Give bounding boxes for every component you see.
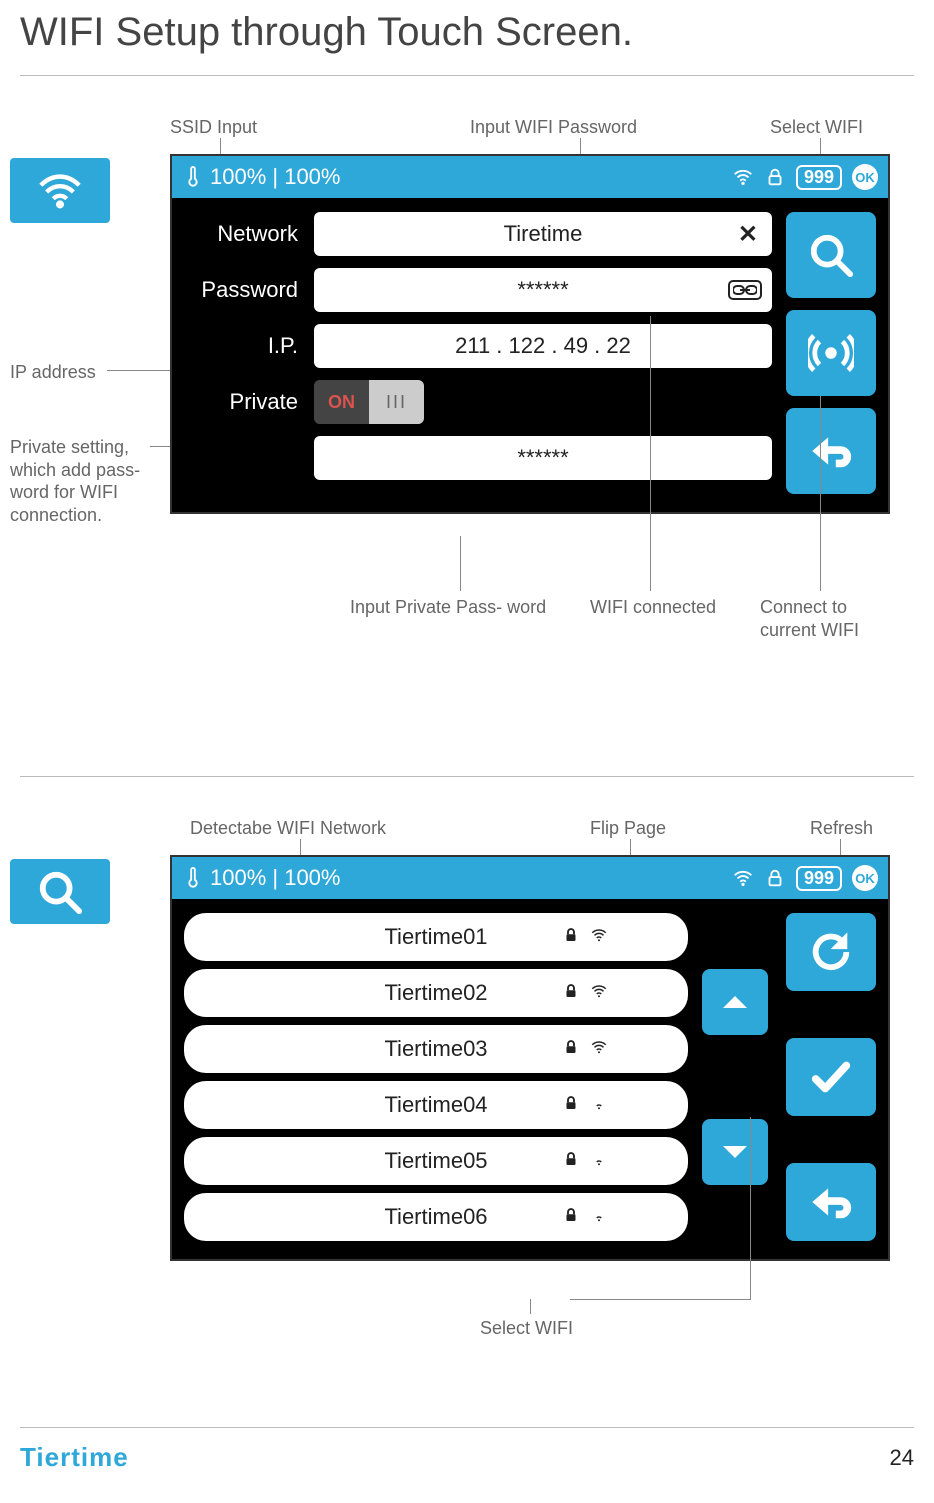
temp-icon xyxy=(182,867,204,889)
label-password: Password xyxy=(184,277,304,303)
network-item[interactable]: Tiertime01 xyxy=(184,913,688,961)
label-private: Private xyxy=(184,389,304,415)
lock-icon xyxy=(562,1036,580,1062)
page-up-button[interactable] xyxy=(702,969,768,1035)
network-item[interactable]: Tiertime04 xyxy=(184,1081,688,1129)
topbar-counter: 999 xyxy=(796,165,842,190)
topbar: 100% | 100% 999 OK xyxy=(172,857,888,899)
check-icon xyxy=(808,1054,854,1100)
anno-refresh: Refresh xyxy=(810,817,873,840)
signal-icon xyxy=(590,980,608,1006)
signal-icon xyxy=(590,924,608,950)
wifi-connected-icon xyxy=(728,280,762,300)
back-arrow-icon xyxy=(808,428,854,474)
network-item[interactable]: Tiertime06 xyxy=(184,1193,688,1241)
topbar-left-text: 100% | 100% xyxy=(210,865,340,891)
refresh-icon xyxy=(808,929,854,975)
lock-icon xyxy=(562,980,580,1006)
back-button[interactable] xyxy=(786,408,876,494)
anno-detectable: Detectabe WIFI Network xyxy=(190,817,386,840)
select-wifi-button[interactable] xyxy=(786,1038,876,1116)
lock-icon xyxy=(562,1148,580,1174)
wifi-status-icon xyxy=(732,166,754,188)
network-item[interactable]: Tiertime02 xyxy=(184,969,688,1017)
network-name: Tiertime06 xyxy=(184,1204,688,1230)
network-name: Tiertime04 xyxy=(184,1092,688,1118)
brand-logo: Tiertime xyxy=(20,1442,129,1473)
anno-ssid-input: SSID Input xyxy=(170,116,257,139)
label-ip: I.P. xyxy=(184,333,304,359)
anno-wifi-connected: WIFI connected xyxy=(590,596,716,619)
page-footer: Tiertime 24 xyxy=(20,1427,914,1473)
back-arrow-icon xyxy=(808,1179,854,1225)
network-name: Tiertime01 xyxy=(184,924,688,950)
signal-icon xyxy=(590,1204,608,1230)
topbar-ok: OK xyxy=(852,164,878,190)
wifi-status-icon xyxy=(732,867,754,889)
connect-wifi-button[interactable] xyxy=(786,310,876,396)
toggle-on: ON xyxy=(314,380,369,424)
toggle-off: III xyxy=(369,380,424,424)
private-toggle[interactable]: ON III xyxy=(314,380,424,424)
page-title: WIFI Setup through Touch Screen. xyxy=(20,0,914,76)
label-network: Network xyxy=(184,221,304,247)
topbar: 100% | 100% 999 OK xyxy=(172,156,888,198)
anno-input-private-pw: Input Private Pass- word xyxy=(350,596,546,619)
page-down-button[interactable] xyxy=(702,1119,768,1185)
anno-private-setting: Private setting, which add pass- word fo… xyxy=(10,436,160,526)
anno-select-wifi: Select WIFI xyxy=(770,116,863,139)
wifi-password-input[interactable]: ****** xyxy=(314,268,772,312)
search-icon xyxy=(808,232,854,278)
network-list: Tiertime01 Tiertime02 Tiertime03 Tiertime04… xyxy=(184,913,688,1241)
side-tile-search xyxy=(10,859,110,924)
section-wifi-setup: SSID Input Input WIFI Password Select WI… xyxy=(20,116,914,726)
refresh-button[interactable] xyxy=(786,913,876,991)
topbar-counter: 999 xyxy=(796,866,842,891)
lock-icon xyxy=(562,1204,580,1230)
anno-connect-current: Connect to current WIFI xyxy=(760,596,859,641)
search-wifi-button[interactable] xyxy=(786,212,876,298)
anno-input-wifi-pw: Input WIFI Password xyxy=(470,116,637,139)
private-password-input[interactable]: ****** xyxy=(314,436,772,480)
network-item[interactable]: Tiertime03 xyxy=(184,1025,688,1073)
wifi-icon xyxy=(37,168,83,214)
network-name: Tiertime02 xyxy=(184,980,688,1006)
chevron-up-icon xyxy=(717,984,753,1020)
chevron-down-icon xyxy=(717,1134,753,1170)
broadcast-icon xyxy=(808,330,854,376)
temp-icon xyxy=(182,166,204,188)
ssid-value: Tiretime xyxy=(504,221,583,247)
topbar-left-text: 100% | 100% xyxy=(210,164,340,190)
section-wifi-list: Detectabe WIFI Network Flip Page Refresh… xyxy=(20,817,914,1377)
anno-ip-address: IP address xyxy=(10,361,96,384)
anno-flip-page: Flip Page xyxy=(590,817,666,840)
ip-value: 211 . 122 . 49 . 22 xyxy=(455,333,631,359)
back-button[interactable] xyxy=(786,1163,876,1241)
lock-status-icon xyxy=(764,867,786,889)
ip-display: 211 . 122 . 49 . 22 xyxy=(314,324,772,368)
topbar-ok: OK xyxy=(852,865,878,891)
search-icon xyxy=(37,869,83,915)
ssid-input[interactable]: Tiretime ✕ xyxy=(314,212,772,256)
network-name: Tiertime03 xyxy=(184,1036,688,1062)
clear-ssid-icon[interactable]: ✕ xyxy=(738,220,758,249)
signal-icon xyxy=(590,1148,608,1174)
password-value: ****** xyxy=(517,277,568,303)
private-pw-value: ****** xyxy=(517,445,568,471)
screen-wifi-config: 100% | 100% 999 OK Network Tiretime ✕ xyxy=(170,154,890,514)
signal-icon xyxy=(590,1036,608,1062)
network-name: Tiertime05 xyxy=(184,1148,688,1174)
anno-select-wifi-bottom: Select WIFI xyxy=(480,1317,573,1340)
network-item[interactable]: Tiertime05 xyxy=(184,1137,688,1185)
page-number: 24 xyxy=(890,1445,914,1471)
side-tile-wifi xyxy=(10,158,110,223)
lock-status-icon xyxy=(764,166,786,188)
lock-icon xyxy=(562,1092,580,1118)
lock-icon xyxy=(562,924,580,950)
screen-wifi-list: 100% | 100% 999 OK Tiertime01Tiertime02T… xyxy=(170,855,890,1261)
signal-icon xyxy=(590,1092,608,1118)
